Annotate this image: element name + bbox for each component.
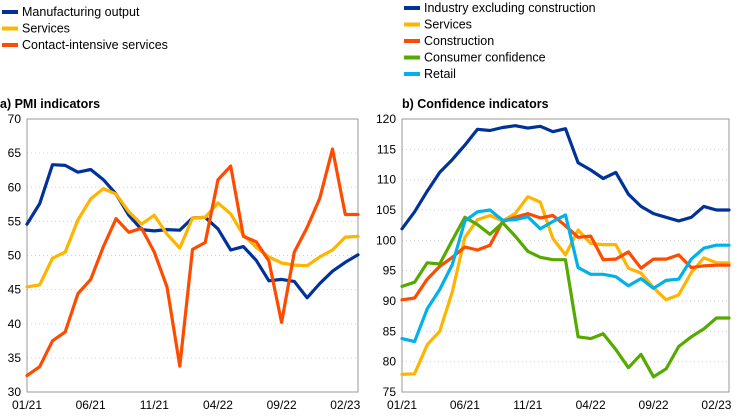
y-tick-label: 65 [8, 146, 22, 160]
series-line [400, 208, 731, 344]
x-tick-label: 02/23 [330, 398, 360, 412]
legend-label: Industry excluding construction [424, 1, 596, 15]
y-tick-label: 100 [376, 233, 396, 247]
x-tick-label: 04/22 [203, 398, 233, 412]
y-tick-label: 105 [376, 203, 396, 217]
x-tick-label: 06/21 [76, 398, 106, 412]
legend-label: Services [424, 18, 472, 32]
x-tick-label: 04/22 [576, 398, 606, 412]
x-tick-label: 01/21 [12, 398, 42, 412]
y-tick-label: 85 [383, 324, 397, 338]
y-tick-label: 35 [8, 351, 22, 365]
y-tick-label: 120 [376, 112, 396, 126]
panel-title: b) Confidence indicators [402, 97, 549, 111]
legend-label: Consumer confidence [424, 51, 546, 65]
y-tick-label: 110 [377, 173, 396, 187]
legend-label: Manufacturing output [22, 5, 140, 19]
y-tick-label: 70 [8, 112, 22, 126]
y-tick-label: 90 [383, 294, 397, 308]
y-tick-label: 55 [8, 214, 22, 228]
y-tick-label: 45 [8, 283, 22, 297]
series-line [25, 147, 360, 378]
x-tick-label: 09/22 [639, 398, 669, 412]
series-line [400, 195, 731, 376]
y-tick-label: 30 [8, 385, 22, 399]
panel-pmi: Manufacturing output Services Contact-inte… [0, 5, 361, 412]
y-tick-label: 80 [383, 355, 397, 369]
y-tick-label: 115 [377, 142, 396, 156]
series-line [400, 124, 731, 231]
series-line [25, 187, 360, 289]
plot-frame [401, 118, 730, 393]
legend-label: Retail [424, 67, 456, 81]
legend-label: Contact-intensive services [22, 38, 168, 52]
x-tick-label: 11/21 [140, 398, 169, 412]
y-tick-label: 50 [8, 249, 22, 263]
series-line [400, 215, 731, 379]
x-tick-label: 09/22 [267, 398, 297, 412]
legend-label: Services [22, 22, 70, 36]
series-line [400, 212, 731, 302]
y-tick-label: 40 [8, 317, 22, 331]
panel-title: a) PMI indicators [0, 97, 100, 111]
x-tick-label: 01/21 [387, 398, 417, 412]
x-tick-label: 11/21 [513, 398, 542, 412]
series-line [25, 163, 360, 300]
x-tick-label: 02/23 [701, 398, 731, 412]
x-tick-label: 06/21 [450, 398, 480, 412]
legend-label: Construction [424, 34, 494, 48]
y-tick-label: 95 [383, 264, 397, 278]
panel-confidence: Industry excluding construction Services C… [376, 1, 732, 412]
y-tick-label: 75 [383, 385, 397, 399]
y-tick-label: 60 [8, 180, 22, 194]
